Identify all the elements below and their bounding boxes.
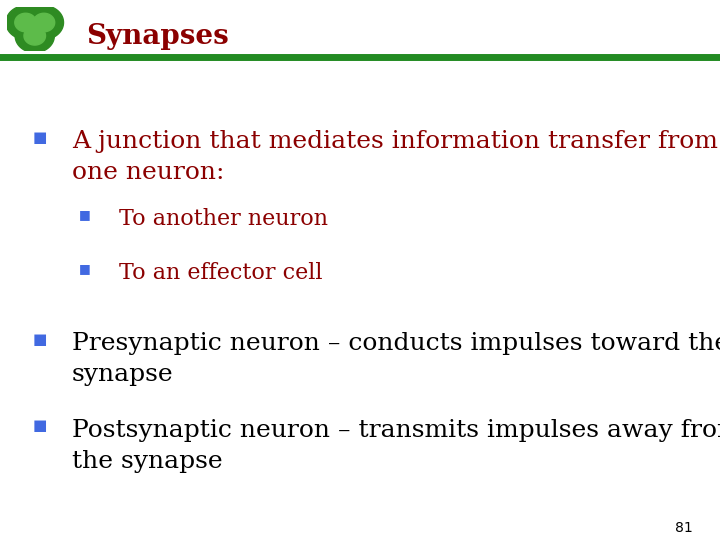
Text: To another neuron: To another neuron <box>119 208 328 230</box>
Polygon shape <box>24 26 45 45</box>
Polygon shape <box>24 6 63 39</box>
Text: ■: ■ <box>79 262 91 275</box>
Polygon shape <box>6 6 45 39</box>
Text: ■: ■ <box>32 130 47 145</box>
Text: Postsynaptic neuron – transmits impulses away from
the synapse: Postsynaptic neuron – transmits impulses… <box>72 418 720 472</box>
Polygon shape <box>15 14 36 32</box>
Text: ■: ■ <box>32 332 47 347</box>
Text: Presynaptic neuron – conducts impulses toward the
synapse: Presynaptic neuron – conducts impulses t… <box>72 332 720 386</box>
Text: ■: ■ <box>32 418 47 434</box>
Polygon shape <box>15 19 54 52</box>
Polygon shape <box>33 14 55 32</box>
Text: ■: ■ <box>79 208 91 221</box>
Text: To an effector cell: To an effector cell <box>119 262 323 284</box>
Text: A junction that mediates information transfer from
one neuron:: A junction that mediates information tra… <box>72 130 718 184</box>
Text: Synapses: Synapses <box>86 23 229 50</box>
Text: 81: 81 <box>675 521 693 535</box>
